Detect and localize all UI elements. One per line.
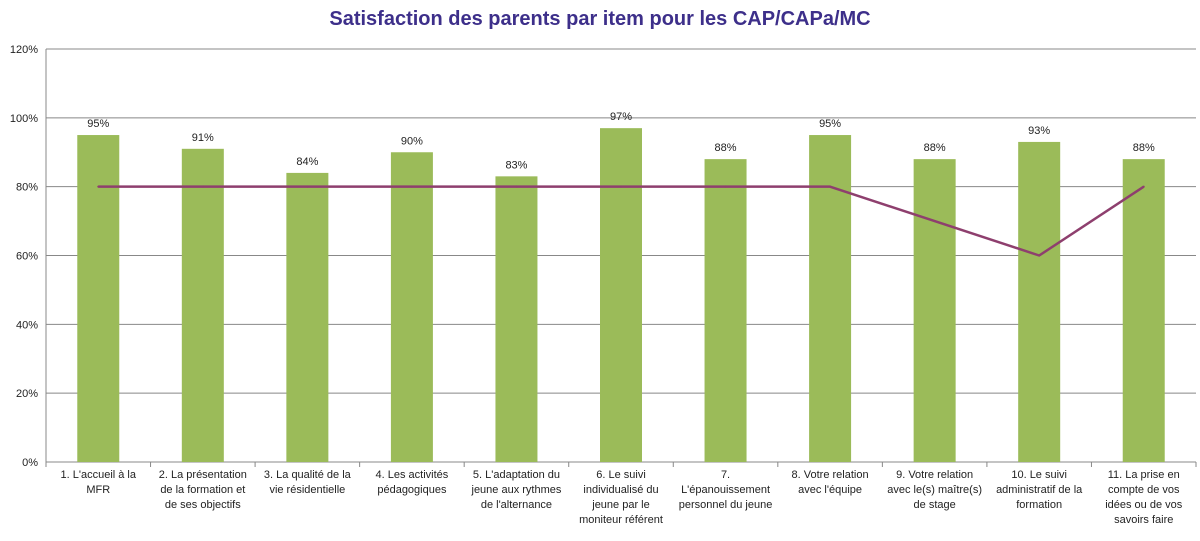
- x-tick-label: 5. L'adaptation du jeune aux rythmes de l'…: [471, 469, 562, 511]
- line-point: [306, 185, 309, 188]
- data-label: 88%: [1133, 142, 1155, 154]
- y-tick-label: 120%: [10, 44, 38, 56]
- data-label: 90%: [401, 135, 423, 147]
- bar: [495, 176, 538, 462]
- data-label: 95%: [819, 118, 841, 130]
- data-label: 84%: [296, 156, 318, 168]
- x-tick-label: 9. Votre relation avec le(s) maître(s) de …: [887, 469, 982, 511]
- chart-title: Satisfaction des parents par item pour l…: [329, 8, 871, 30]
- line-point: [933, 220, 936, 223]
- data-label: 83%: [505, 159, 527, 171]
- x-tick-label: 3. La qualité de la vie résidentielle: [264, 469, 352, 496]
- data-label: 88%: [924, 142, 946, 154]
- line-point: [1142, 185, 1145, 188]
- line-point: [201, 185, 204, 188]
- bar: [600, 128, 642, 463]
- data-label: 91%: [192, 132, 214, 144]
- line-point: [724, 185, 727, 188]
- y-tick-label: 100%: [10, 113, 38, 125]
- x-tick-label: 4. Les activités pédagogiques: [376, 469, 449, 496]
- x-tick-label: 1. L'accueil à la MFR: [61, 469, 137, 496]
- line-point: [410, 185, 413, 188]
- x-tick-label: 7. L'épanouissement personnel du jeune: [679, 469, 773, 511]
- bar: [390, 152, 433, 462]
- bar: [1018, 141, 1061, 463]
- y-tick-label: 40%: [16, 319, 38, 331]
- x-tick-label: 8. Votre relation avec l'équipe: [792, 469, 869, 496]
- data-label: 88%: [715, 142, 737, 154]
- line-point: [829, 185, 832, 188]
- x-tick-label: 2. La présentation de la formation et de s…: [159, 469, 247, 511]
- data-label: 93%: [1028, 125, 1050, 137]
- y-tick-label: 60%: [16, 251, 38, 263]
- x-tick-label: 10. Le suivi administratif de la formation: [996, 469, 1083, 511]
- line-point: [515, 185, 518, 188]
- data-label: 97%: [610, 111, 632, 123]
- bar: [181, 148, 224, 462]
- x-tick-label: 11. La prise en compte de vos idées ou de …: [1105, 469, 1183, 526]
- bar: [704, 159, 747, 462]
- y-tick-label: 0%: [22, 457, 38, 469]
- bar: [77, 135, 120, 462]
- line-point: [620, 185, 622, 188]
- line-point: [97, 185, 100, 188]
- x-tick-label: 6. Le suivi individualisé du jeune par le m…: [579, 469, 663, 526]
- bar: [286, 172, 329, 462]
- bar: [809, 135, 852, 462]
- bar: [913, 159, 956, 462]
- y-tick-label: 20%: [16, 388, 38, 400]
- y-tick-label: 80%: [16, 182, 38, 194]
- bar: [1122, 159, 1165, 462]
- data-label: 95%: [87, 118, 109, 130]
- line-point: [1038, 254, 1041, 257]
